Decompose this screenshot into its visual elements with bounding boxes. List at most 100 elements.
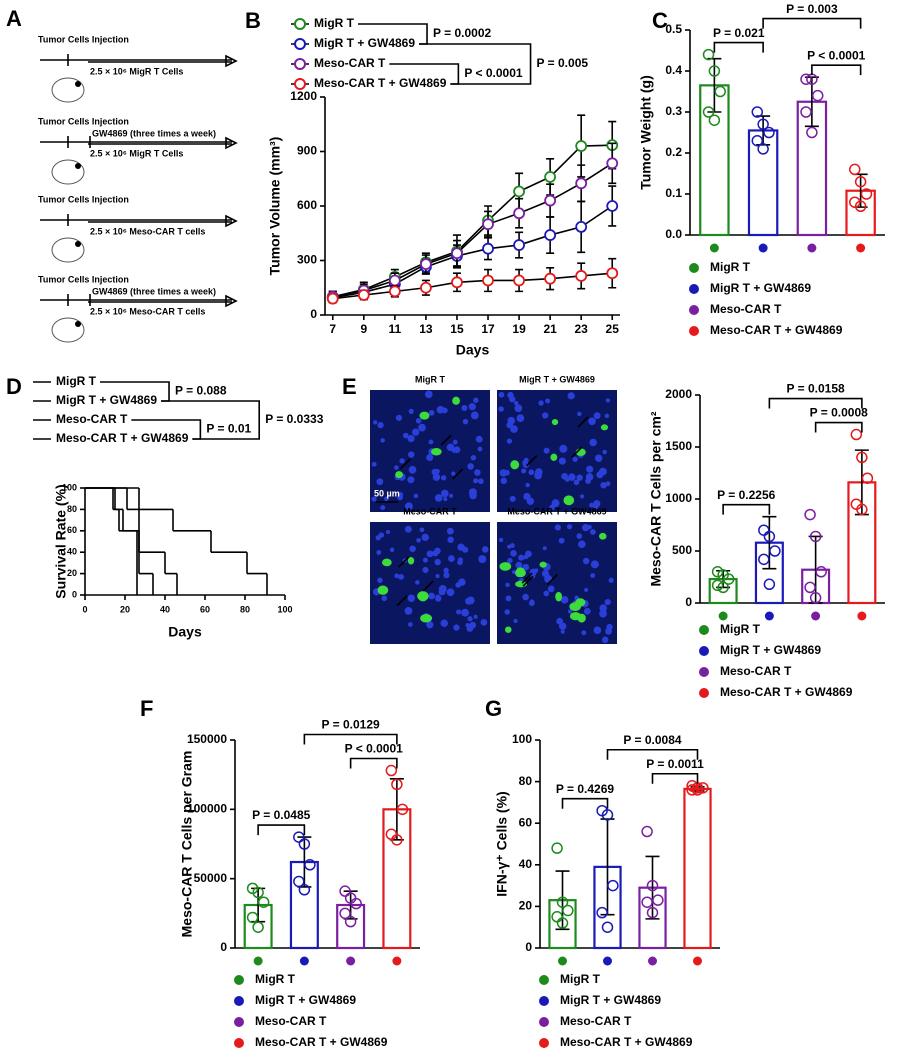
data-point: [298, 838, 311, 850]
injection-label: Tumor Cells Injection: [38, 194, 129, 204]
nucleus: [398, 574, 404, 580]
y-tick-label: 20: [67, 568, 77, 578]
nucleus: [416, 538, 421, 543]
data-point: [757, 143, 769, 155]
arrow: [577, 416, 589, 428]
nucleus: [407, 594, 416, 603]
data-point: [686, 784, 698, 796]
data-point: [601, 809, 614, 821]
p-value: P = 0.2256: [717, 488, 775, 502]
comparison-bracket: [606, 748, 699, 760]
panel-letter: B: [245, 8, 261, 33]
nucleus: [545, 398, 551, 404]
data-point: [420, 281, 432, 294]
y-tick-label: 50000: [194, 871, 228, 885]
nucleus: [608, 577, 614, 583]
nucleus: [456, 609, 462, 615]
y-tick-label: 150000: [187, 732, 227, 746]
nucleus: [434, 468, 440, 474]
nucleus: [440, 475, 447, 481]
category-marker: [693, 956, 702, 966]
nucleus: [567, 609, 573, 614]
data-point: [606, 200, 619, 212]
x-tick-label: 60: [200, 604, 210, 614]
injection-label: Tumor Cells Injection: [38, 274, 129, 284]
nucleus: [587, 524, 592, 530]
legend-label: Meso-CAR T: [560, 1014, 632, 1028]
nucleus: [377, 577, 383, 584]
data-point: [257, 896, 270, 908]
nucleus: [558, 537, 565, 544]
y-tick-label: 300: [297, 253, 317, 267]
data-point: [556, 917, 569, 929]
nucleus: [500, 477, 508, 485]
micrograph-label: Meso-CAR T + GW4869: [507, 506, 606, 516]
nucleus: [558, 622, 567, 630]
legend-marker: [699, 667, 709, 677]
nucleus: [509, 495, 516, 502]
data-point: [388, 274, 401, 287]
error-bar: [555, 870, 570, 931]
nucleus: [443, 497, 448, 502]
nucleus: [446, 588, 455, 597]
panel-letter: A: [6, 6, 22, 31]
nucleus: [386, 529, 391, 534]
nucleus: [582, 557, 590, 565]
data-point: [711, 579, 724, 592]
nucleus: [418, 423, 426, 432]
legend-label: MigR T: [314, 16, 355, 30]
y-tick-label: 20: [519, 899, 533, 913]
nucleus: [578, 540, 586, 549]
nucleus: [506, 438, 513, 444]
nucleus: [601, 636, 609, 644]
nucleus: [480, 619, 488, 626]
y-tick-label: 100000: [187, 802, 227, 816]
nucleus: [513, 618, 518, 623]
data-point: [396, 803, 409, 816]
nucleus: [510, 549, 517, 557]
nucleus: [402, 432, 409, 439]
micrograph-label: MigR T: [415, 374, 445, 384]
data-point: [482, 274, 494, 287]
data-point: [641, 825, 653, 838]
p-value: P = 0.0008: [810, 406, 868, 420]
category-marker: [346, 956, 356, 966]
nucleus: [481, 546, 489, 553]
comparison-bracket: [161, 400, 261, 440]
x-tick-label: 0: [82, 604, 87, 614]
data-point: [451, 247, 463, 260]
injection-label: Tumor Cells Injection: [38, 116, 129, 126]
nucleus: [547, 585, 555, 593]
x-axis-label: Days: [168, 624, 202, 640]
nucleus: [529, 599, 535, 605]
nucleus: [421, 533, 429, 542]
legend-label: Meso-CAR T + GW4869: [710, 323, 843, 337]
nucleus: [404, 502, 413, 511]
nucleus: [585, 473, 594, 481]
data-point: [544, 194, 557, 207]
legend-marker: [539, 1017, 549, 1027]
green-cell: [419, 411, 430, 420]
data-point: [804, 581, 816, 594]
nucleus: [576, 474, 583, 481]
legend-marker: [234, 1038, 244, 1048]
nucleus: [505, 582, 510, 588]
comparison-bracket: [651, 772, 699, 784]
y-tick-label: 500: [672, 543, 692, 557]
nucleus: [407, 622, 413, 627]
panel-letter: F: [140, 696, 153, 721]
comparison-bracket: [349, 757, 398, 769]
nucleus: [467, 616, 473, 622]
comparison-bracket: [257, 824, 306, 836]
data-point: [350, 897, 362, 910]
green-cell: [382, 558, 392, 567]
legend-label: Meso-CAR T: [710, 302, 782, 316]
nucleus: [468, 488, 477, 497]
p-value: P = 0.005: [537, 56, 589, 70]
nucleus: [389, 547, 395, 553]
nucleus: [568, 473, 576, 481]
data-point: [769, 545, 781, 557]
data-point: [388, 285, 401, 298]
data-point: [854, 175, 867, 188]
data-point: [815, 566, 827, 578]
